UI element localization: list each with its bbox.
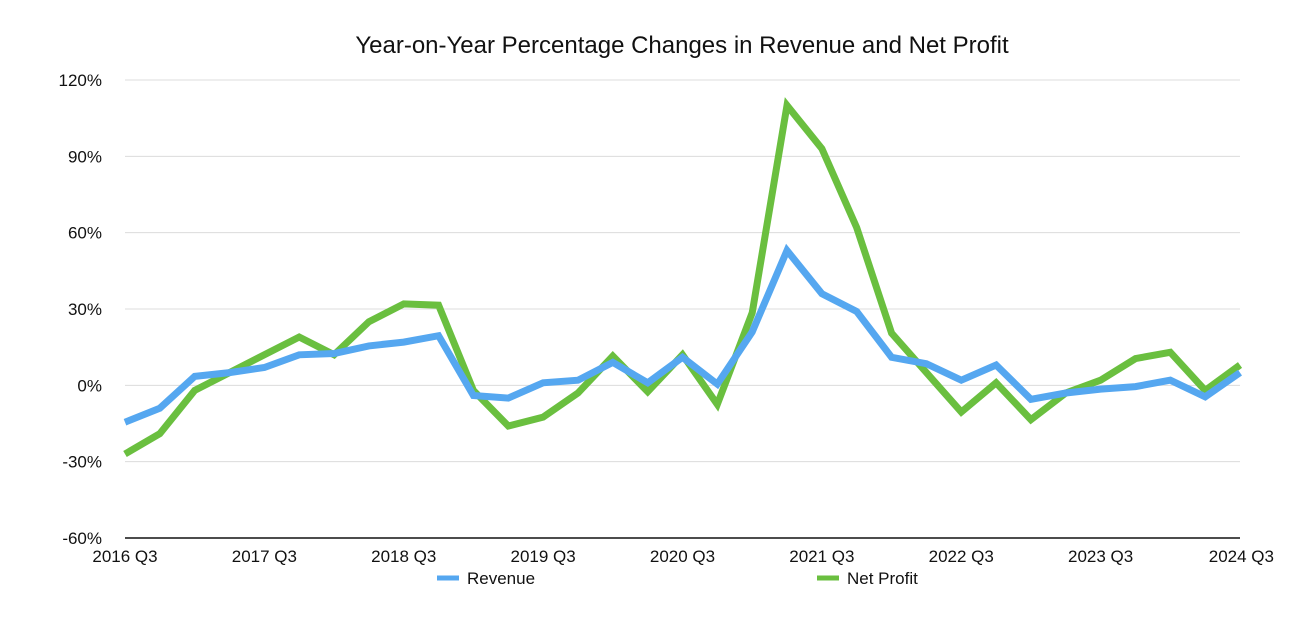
x-axis-ticks: 2016 Q3 2017 Q3 2018 Q3 2019 Q3 2020 Q3 2021 … xyxy=(92,547,1274,566)
x-tick-label: 2022 Q3 xyxy=(929,547,994,566)
y-tick-label: 90% xyxy=(68,147,102,166)
y-tick-label: 30% xyxy=(68,300,102,319)
y-tick-label: -60% xyxy=(62,529,102,548)
x-tick-label: 2018 Q3 xyxy=(371,547,436,566)
x-tick-label: 2020 Q3 xyxy=(650,547,715,566)
x-tick-label: 2016 Q3 xyxy=(92,547,157,566)
x-tick-label: 2023 Q3 xyxy=(1068,547,1133,566)
series-line-net-profit xyxy=(123,97,1243,458)
x-tick-label: 2017 Q3 xyxy=(232,547,297,566)
chart-title: Year-on-Year Percentage Changes in Reven… xyxy=(355,32,1009,59)
series-line-revenue xyxy=(123,243,1242,426)
y-tick-label: 0% xyxy=(77,376,102,395)
y-tick-label: 60% xyxy=(68,224,102,243)
y-tick-label: -30% xyxy=(62,453,102,472)
series-lines xyxy=(123,97,1243,458)
y-axis-ticks: 120% 90% 60% 30% 0% -30% -60% xyxy=(59,71,102,548)
legend: Revenue Net Profit xyxy=(437,569,918,588)
legend-label-revenue: Revenue xyxy=(467,569,535,588)
x-tick-label: 2021 Q3 xyxy=(789,547,854,566)
x-tick-label: 2024 Q3 xyxy=(1209,547,1274,566)
gridlines xyxy=(125,79,1240,463)
legend-label-net-profit: Net Profit xyxy=(847,569,918,588)
x-tick-label: 2019 Q3 xyxy=(511,547,576,566)
y-tick-label: 120% xyxy=(59,71,102,90)
